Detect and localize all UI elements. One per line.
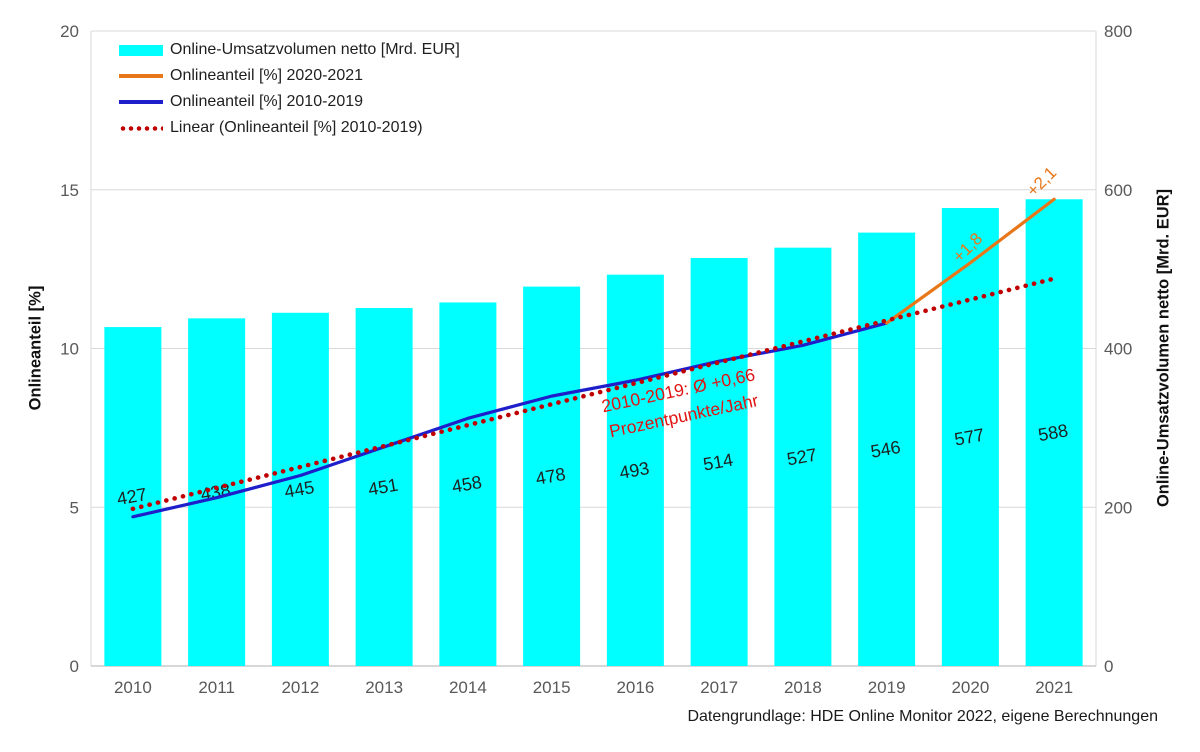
line-onlineanteil-2020-2021 <box>885 197 1056 325</box>
x-tick-label-2018: 2018 <box>784 678 822 697</box>
x-tick-label-2010: 2010 <box>114 678 152 697</box>
x-tick-label-2017: 2017 <box>700 678 738 697</box>
legend-item-linear-trend: Linear (Onlineanteil [%] 2010-2019) <box>119 115 460 141</box>
x-tick-label-2016: 2016 <box>616 678 654 697</box>
bar-2012 <box>271 312 329 666</box>
bar-2015 <box>523 286 581 666</box>
dotted-line-swatch-icon <box>119 125 165 131</box>
x-tick-label-2019: 2019 <box>868 678 906 697</box>
right-axis-title: Online-Umsatzvolumen netto [Mrd. EUR] <box>1154 188 1173 508</box>
left-tick-label-15: 15 <box>60 181 79 200</box>
orange-line-swatch-icon <box>119 74 165 78</box>
x-tick-label-2013: 2013 <box>365 678 403 697</box>
legend-item-onlineanteil-2010-2019: Onlineanteil [%] 2010-2019 <box>119 89 460 115</box>
x-tick-label-2015: 2015 <box>533 678 571 697</box>
bar-2020 <box>941 208 999 666</box>
legend-label: Onlineanteil [%] 2020-2021 <box>170 67 364 84</box>
bar-2019 <box>858 232 916 667</box>
legend-item-onlineanteil-2020-2021: Onlineanteil [%] 2020-2021 <box>119 63 460 89</box>
bar-2017 <box>690 258 748 666</box>
x-tick-label-2014: 2014 <box>449 678 487 697</box>
right-tick-label-200: 200 <box>1104 498 1132 517</box>
x-tick-label-2011: 2011 <box>198 678 235 697</box>
source-note: Datengrundlage: HDE Online Monitor 2022,… <box>687 708 1158 725</box>
left-tick-label-20: 20 <box>60 22 79 41</box>
left-tick-label-10: 10 <box>60 340 79 359</box>
bar-2018 <box>774 247 832 666</box>
right-tick-label-400: 400 <box>1104 340 1132 359</box>
legend-label: Online-Umsatzvolumen netto [Mrd. EUR] <box>170 41 460 58</box>
legend-item-bars: Online-Umsatzvolumen netto [Mrd. EUR] <box>119 37 460 63</box>
right-tick-label-800: 800 <box>1104 22 1132 41</box>
line-onlineanteil-2010-2019 <box>131 321 889 519</box>
legend-label: Linear (Onlineanteil [%] 2010-2019) <box>170 119 423 136</box>
x-tick-label-2020: 2020 <box>951 678 989 697</box>
right-tick-label-0: 0 <box>1104 657 1113 676</box>
bar-2013 <box>355 308 413 666</box>
legend-label: Onlineanteil [%] 2010-2019 <box>170 93 364 110</box>
left-tick-label-5: 5 <box>70 498 79 517</box>
bar-2021 <box>1025 199 1083 666</box>
bar-2016 <box>606 274 664 666</box>
x-tick-label-2012: 2012 <box>281 678 319 697</box>
blue-line-swatch-icon <box>119 100 165 104</box>
bar-swatch-icon <box>119 44 165 56</box>
left-tick-label-0: 0 <box>70 657 79 676</box>
chart-legend: Online-Umsatzvolumen netto [Mrd. EUR] On… <box>119 37 460 141</box>
bar-2010 <box>104 327 162 666</box>
right-tick-label-600: 600 <box>1104 181 1132 200</box>
bar-2014 <box>439 302 497 666</box>
left-axis-title: Onlineanteil [%] <box>26 285 45 411</box>
x-tick-label-2021: 2021 <box>1035 678 1073 697</box>
trendline-dotted <box>130 276 1057 512</box>
